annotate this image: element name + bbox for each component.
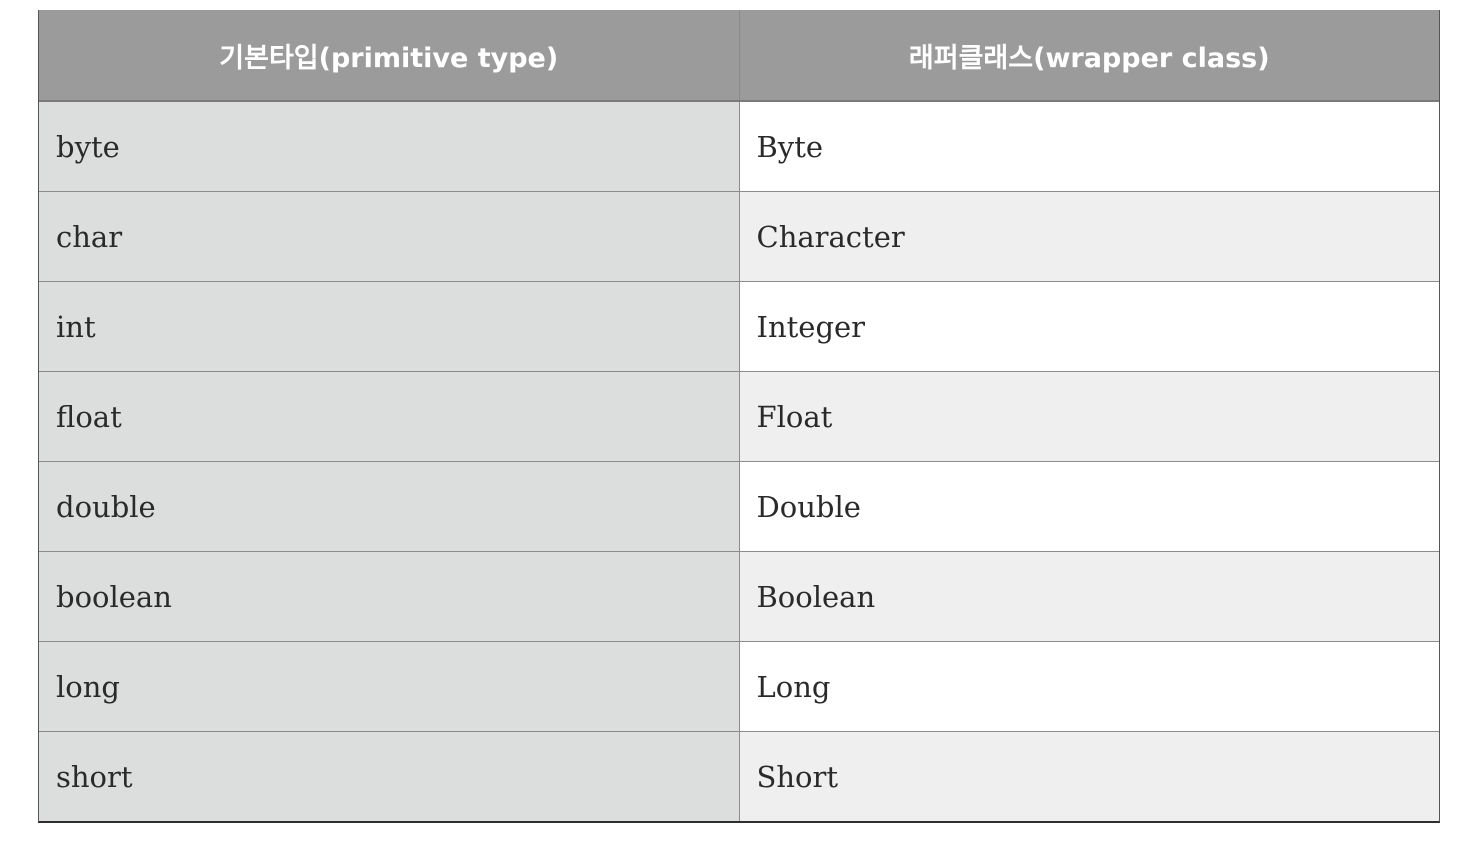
primitive-type-cell: byte: [39, 100, 740, 192]
primitive-type-cell: boolean: [39, 551, 740, 642]
table-row: char Character: [39, 191, 1439, 282]
primitive-type-cell: long: [39, 641, 740, 732]
table-header-row: 기본타입(primitive type) 래퍼클래스(wrapper class…: [39, 10, 1439, 102]
table-row: int Integer: [39, 281, 1439, 372]
table-row: long Long: [39, 641, 1439, 732]
primitive-type-cell: int: [39, 281, 740, 372]
wrapper-class-cell: Character: [739, 191, 1439, 282]
primitive-type-cell: short: [39, 731, 740, 821]
table-row: float Float: [39, 371, 1439, 462]
primitive-type-cell: float: [39, 371, 740, 462]
wrapper-class-cell: Float: [739, 371, 1439, 462]
table-row: boolean Boolean: [39, 551, 1439, 642]
table-row: short Short: [39, 731, 1439, 821]
table-row: byte Byte: [39, 100, 1439, 192]
wrapper-class-table-container: 기본타입(primitive type) 래퍼클래스(wrapper class…: [38, 10, 1440, 823]
primitive-type-cell: char: [39, 191, 740, 282]
wrapper-class-cell: Short: [739, 731, 1439, 821]
header-primitive-type: 기본타입(primitive type): [39, 10, 740, 102]
wrapper-class-cell: Double: [739, 461, 1439, 552]
wrapper-class-table: 기본타입(primitive type) 래퍼클래스(wrapper class…: [39, 10, 1439, 821]
table-row: double Double: [39, 461, 1439, 552]
wrapper-class-cell: Boolean: [739, 551, 1439, 642]
primitive-type-cell: double: [39, 461, 740, 552]
wrapper-class-cell: Integer: [739, 281, 1439, 372]
header-wrapper-class: 래퍼클래스(wrapper class): [739, 10, 1439, 102]
wrapper-class-cell: Byte: [739, 100, 1439, 192]
wrapper-class-cell: Long: [739, 641, 1439, 732]
